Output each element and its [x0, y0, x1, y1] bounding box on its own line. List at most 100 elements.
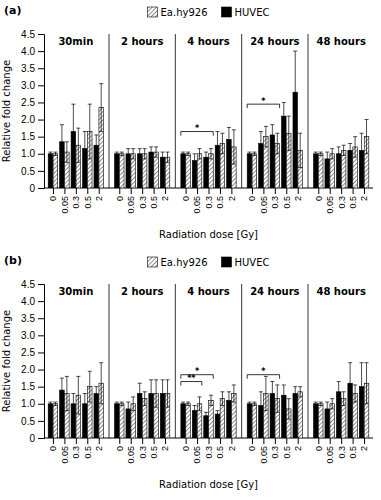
bar: [53, 404, 58, 438]
error-bar: [204, 412, 208, 419]
error-bar: [319, 402, 323, 405]
x-tick-mark: [263, 188, 264, 194]
legend-swatch: [221, 7, 231, 17]
error-bar: [94, 135, 98, 156]
error-bar: [319, 152, 323, 155]
error-bar: [143, 149, 147, 159]
x-tick-mark: [99, 188, 100, 194]
error-bar: [342, 392, 346, 406]
x-tick-label: 2: [293, 446, 303, 451]
group-separator: [241, 284, 242, 438]
y-tick-mark: [38, 421, 44, 422]
x-tick: 0.05: [60, 438, 70, 464]
x-tick: 0.5: [83, 438, 93, 459]
x-tick: 2: [227, 438, 237, 451]
legend-item: Ea.hy926: [148, 7, 208, 18]
bar: [181, 404, 186, 438]
x-tick-mark: [119, 188, 120, 194]
x-tick-label: 0.5: [348, 446, 358, 459]
x-tick-label: 2: [293, 196, 303, 201]
x-tick-label: 2: [359, 446, 369, 451]
y-tick: 2.5: [21, 347, 44, 358]
x-tick: 0.5: [282, 438, 292, 459]
bar: [209, 400, 214, 438]
bars: [48, 363, 369, 438]
y-tick: 4.0: [21, 46, 44, 57]
y-tick-label: 0: [29, 183, 35, 194]
group-label: 2 hours: [121, 36, 163, 47]
x-tick-mark: [252, 438, 253, 444]
x-tick: 0.3: [138, 438, 148, 459]
x-tick-mark: [76, 188, 77, 194]
error-bar: [275, 133, 279, 154]
error-bar: [48, 402, 52, 405]
error-bar: [259, 392, 263, 419]
y-tick-mark: [38, 387, 44, 388]
x-tick-mark: [231, 188, 232, 194]
error-bar: [259, 132, 263, 156]
x-tick: 2: [359, 438, 369, 451]
y-tick-label: 2.0: [21, 364, 35, 375]
x-tick-mark: [220, 438, 221, 444]
x-tick: 0: [115, 188, 125, 201]
x-tick: 0.5: [348, 438, 358, 459]
x-tick-mark: [186, 188, 187, 194]
significance-label: *: [195, 367, 200, 376]
x-tick-mark: [275, 188, 276, 194]
x-tick-label: 0.3: [204, 196, 214, 209]
y-tick-mark: [38, 188, 44, 189]
x-tick-mark: [53, 438, 54, 444]
error-bar: [342, 145, 346, 155]
y-tick-label: 0.5: [21, 166, 35, 177]
y-tick-mark: [38, 352, 44, 353]
x-tick: 2: [227, 188, 237, 201]
group-label: 4 hours: [187, 286, 229, 297]
x-tick: 0.05: [259, 438, 269, 464]
bar: [48, 404, 53, 438]
group-label: 2 hours: [121, 286, 163, 297]
y-tick-label: 3.5: [21, 63, 35, 74]
x-tick: 2: [359, 188, 369, 201]
error-bar: [353, 385, 357, 402]
series: [48, 363, 364, 438]
x-tick-mark: [165, 188, 166, 194]
error-bar: [232, 385, 236, 402]
error-bar: [209, 395, 213, 405]
x-tick-label: 0: [115, 446, 125, 451]
y-tick-mark: [38, 370, 44, 371]
bar: [314, 154, 319, 188]
x-tick: 0: [314, 188, 324, 201]
error-bar: [94, 387, 98, 401]
x-tick-label: 0.5: [83, 446, 93, 459]
y-tick-mark: [38, 301, 44, 302]
error-bar: [138, 149, 142, 159]
error-bar: [270, 382, 274, 406]
x-tick-mark: [341, 188, 342, 194]
y-tick: 3.0: [21, 330, 44, 341]
x-tick: 2: [160, 438, 170, 451]
x-tick-label: 0.05: [192, 446, 202, 464]
x-tick-label: 0.3: [204, 446, 214, 459]
bar: [341, 150, 346, 188]
bars: [48, 51, 369, 188]
group-label: 30min: [58, 286, 93, 297]
x-tick-mark: [154, 438, 155, 444]
x-tick-mark: [76, 438, 77, 444]
error-bar: [282, 102, 286, 129]
x-tick-label: 0: [314, 196, 324, 201]
x-tick-label: 0.3: [270, 446, 280, 459]
y-tick: 3.5: [21, 63, 44, 74]
y-tick-mark: [38, 120, 44, 121]
x-tick-mark: [87, 188, 88, 194]
y-tick: 4.5: [21, 279, 44, 290]
y-tick: 2.0: [21, 114, 44, 125]
x-tick-label: 2: [359, 196, 369, 201]
y-tick: 0: [29, 433, 44, 444]
x-tick-mark: [99, 438, 100, 444]
error-bar: [215, 411, 219, 418]
bar: [115, 404, 120, 438]
error-bar: [143, 392, 147, 406]
error-bar: [275, 385, 279, 412]
x-tick-label: 2: [227, 446, 237, 451]
error-bar: [325, 152, 329, 166]
